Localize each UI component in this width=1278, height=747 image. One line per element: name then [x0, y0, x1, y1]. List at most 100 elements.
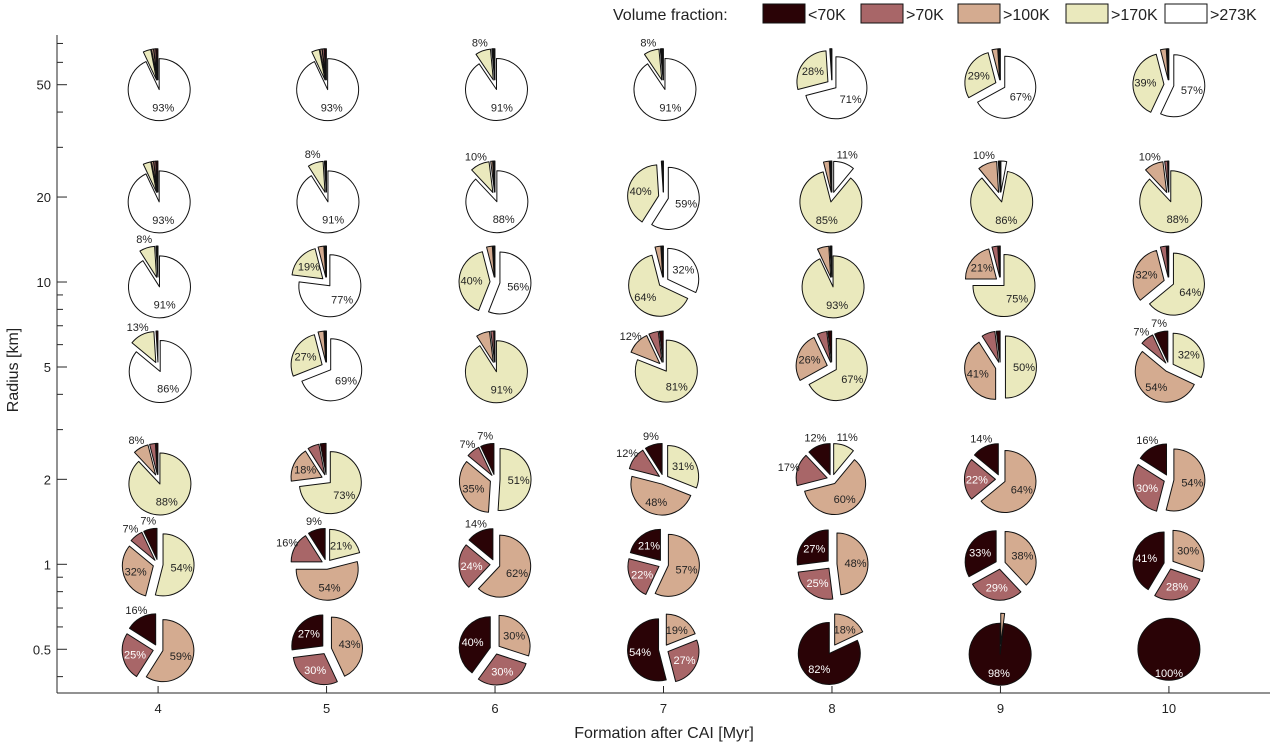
pie-slice-label: 17%: [778, 462, 800, 474]
pie-slice: [317, 245, 327, 278]
pie-slice-label: 59%: [675, 199, 697, 211]
pie-slice-label: 91%: [659, 102, 681, 114]
pie-slice: [797, 621, 861, 685]
pie-slice: [654, 533, 700, 597]
pie-slice: [1154, 330, 1169, 363]
pie-slice-label: 13%: [127, 322, 149, 334]
pie-slice: [997, 160, 1001, 193]
pie-slice: [149, 442, 158, 475]
pie-slice: [128, 340, 192, 403]
pie-slice: [964, 341, 997, 400]
pie-slice: [795, 336, 828, 381]
pie-slice-label: 21%: [638, 541, 660, 553]
pie-slice: [970, 170, 1034, 234]
pie-slice-label: 50%: [1013, 362, 1035, 374]
pie-slice: [139, 245, 158, 278]
pie-slice-label: 51%: [508, 475, 530, 487]
pie-slice-label: 91%: [154, 300, 176, 312]
pie: 100%: [1137, 617, 1201, 681]
pie-slice-label: 21%: [330, 541, 352, 553]
pie: 12% 17% 60% 11%: [778, 432, 867, 516]
pie-slice: [628, 254, 689, 317]
pie-slice-label: 77%: [331, 295, 353, 307]
pie-slice: [971, 568, 1022, 601]
pie-slice-label: 41%: [967, 369, 989, 381]
pie-slice: [319, 48, 327, 81]
x-axis-label: Formation after CAI [Myr]: [574, 725, 754, 742]
pie-slice: [1159, 245, 1169, 278]
pie-slice: [488, 251, 532, 315]
pie-slice-label: 16%: [276, 538, 298, 550]
pie-slice: [643, 48, 663, 81]
pie: 39% 57%: [1132, 48, 1206, 118]
pie-slice-label: 91%: [491, 385, 513, 397]
pie: 10% 88%: [1139, 151, 1203, 234]
pie-slice-label: 54%: [629, 647, 651, 659]
pie: 10% 86%: [970, 150, 1034, 234]
pie: 9% 16% 54% 21%: [276, 516, 361, 601]
pie-slice: [291, 248, 324, 280]
pie: 14% 24% 62%: [458, 519, 532, 598]
pie-slice: [127, 58, 191, 122]
pie-slice: [660, 160, 664, 193]
pie-slice: [491, 48, 496, 81]
pie-slice-label: 28%: [1166, 581, 1188, 593]
pie-slice-label: 54%: [1181, 477, 1203, 489]
pie-slice-label: 40%: [462, 637, 484, 649]
pie-slice-label: 48%: [845, 558, 867, 570]
pie-slice-label: 91%: [491, 102, 513, 114]
pie-slice: [630, 475, 692, 516]
pie: 8% 88%: [128, 435, 192, 516]
pie-slice: [1004, 335, 1037, 399]
pie: 93%: [296, 48, 360, 122]
pie: 98%: [968, 612, 1032, 686]
pie-slice: [630, 335, 661, 365]
pie-slice-label: 81%: [666, 382, 688, 394]
pie-slice: [981, 331, 1000, 363]
pie-slice: [1132, 249, 1165, 301]
pie-slice-label: 7%: [477, 430, 493, 442]
y-tick-label: 5: [44, 360, 51, 375]
pie-slice: [833, 160, 854, 193]
pie-slice: [296, 170, 360, 234]
pie-slice: [299, 451, 362, 515]
pie: 26% 67%: [795, 330, 868, 401]
pie: 40% 30% 30%: [458, 614, 531, 686]
pie-slice-label: 64%: [1179, 287, 1201, 299]
pie: 91%: [464, 330, 528, 404]
pie-slice: [627, 558, 660, 595]
pie-slice: [492, 245, 496, 278]
pie-slice-label: 10%: [465, 151, 487, 163]
pie-slice: [498, 614, 531, 657]
legend-label: >273K: [1210, 7, 1257, 24]
pie-slice: [131, 331, 157, 364]
pie-slice-label: 10%: [973, 150, 995, 162]
pie-slice: [799, 171, 863, 234]
pie-slice: [1165, 448, 1206, 512]
pie-slice: [667, 247, 700, 294]
pie-slice: [458, 251, 491, 312]
pie-slice-label: 75%: [1006, 294, 1028, 306]
pie: 8% 91%: [633, 37, 697, 121]
pie-slice: [991, 48, 1001, 81]
pie-slice: [127, 170, 191, 234]
pie-slice-label: 98%: [988, 668, 1010, 680]
pie-slice: [142, 49, 158, 81]
pie: 13% 86%: [127, 322, 192, 403]
pie: 29% 67%: [964, 48, 1037, 119]
pie-slice-label: 32%: [125, 567, 147, 579]
pie-slice-label: 12%: [616, 448, 638, 460]
pie-slice: [1149, 252, 1205, 316]
pie-slice: [1172, 529, 1205, 573]
pie: 12% 81%: [620, 330, 698, 403]
legend-swatch: [860, 3, 904, 24]
pie-slice-label: 8%: [136, 234, 152, 246]
pie-slice: [490, 330, 496, 363]
pie: 19% 77%: [291, 245, 362, 318]
pie-slice: [796, 50, 829, 90]
pie-slice-label: 9%: [643, 431, 659, 443]
pie-slice: [804, 459, 867, 516]
pie-slice: [127, 255, 191, 319]
pie-slice: [476, 331, 494, 363]
pie-slice: [1139, 443, 1168, 476]
